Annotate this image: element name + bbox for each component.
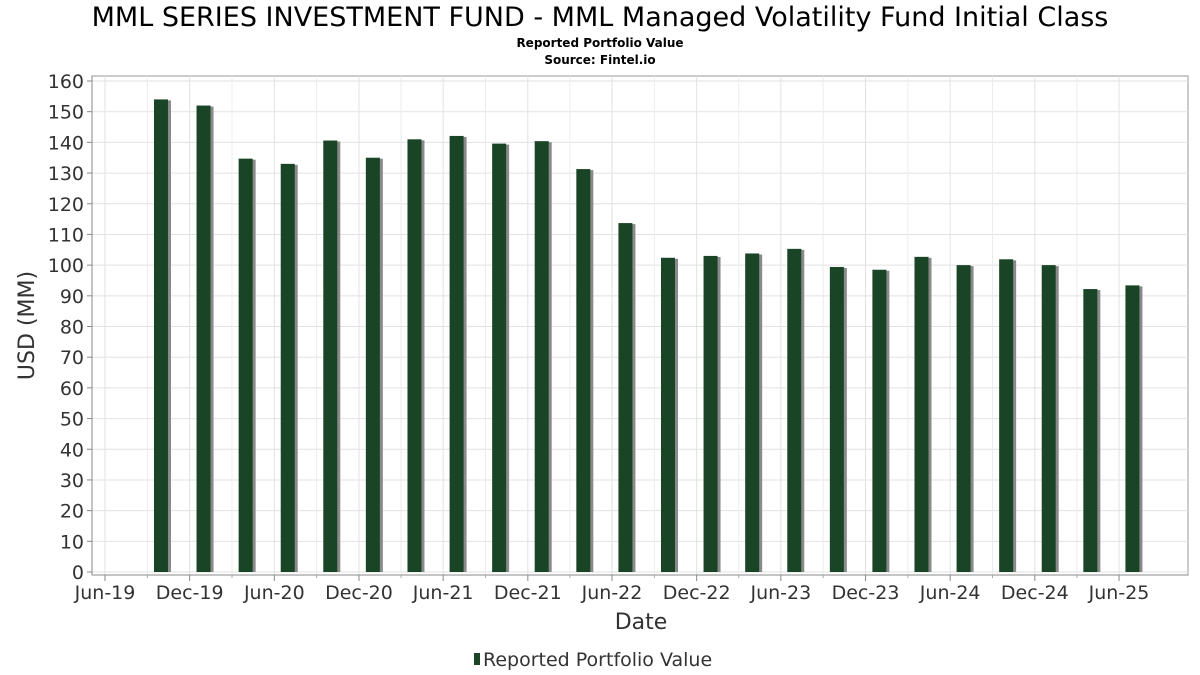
y-tick-label: 60	[60, 378, 84, 400]
x-tick-label: Dec-23	[832, 582, 900, 604]
bar	[1041, 265, 1059, 572]
bar-fill	[280, 163, 295, 572]
y-tick-label: 30	[60, 470, 84, 492]
bar	[238, 158, 256, 572]
x-tick-label: Dec-21	[494, 582, 562, 604]
bar-fill	[956, 265, 971, 572]
bar	[703, 255, 721, 572]
bar	[534, 141, 552, 572]
bar	[829, 266, 847, 572]
y-tick-label: 10	[60, 531, 84, 553]
bar-fill	[660, 257, 675, 572]
y-tick-label: 130	[48, 163, 84, 185]
y-tick-label: 150	[48, 102, 84, 124]
bar	[956, 265, 974, 572]
x-tick-label: Jun-24	[919, 582, 981, 604]
bar-fill	[1041, 265, 1056, 572]
x-axis-ticks: Jun-19 Dec-19 Jun-20 Dec-20 Jun-21 Dec-21 Jun-…	[74, 575, 1150, 604]
bar	[576, 169, 594, 572]
y-tick-label: 100	[48, 255, 84, 277]
x-tick-label: Jun-23	[749, 582, 811, 604]
bar-fill	[153, 99, 168, 572]
chart-title: MML SERIES INVESTMENT FUND - MML Managed…	[91, 2, 1109, 33]
bar-fill	[618, 223, 633, 572]
bar-fill	[829, 266, 844, 572]
bar	[745, 253, 763, 572]
bar	[407, 139, 425, 572]
x-tick-label: Jun-22	[581, 582, 643, 604]
bar-fill	[449, 135, 464, 573]
bar-fill	[238, 158, 253, 572]
y-tick-label: 20	[60, 501, 84, 523]
x-gridlines	[104, 76, 1120, 575]
bar-fill	[365, 157, 380, 572]
y-axis-title: USD (MM)	[15, 271, 40, 380]
x-tick-label: Jun-19	[74, 582, 136, 604]
x-tick-label: Dec-20	[325, 582, 393, 604]
chart-source: Source: Fintel.io	[544, 53, 656, 67]
y-tick-label: 140	[48, 132, 84, 154]
plot-area	[91, 75, 1189, 576]
y-axis-ticks: 0 10 20 30 40 50 60 70 80 90 100 110 120 130 140 150 160	[48, 71, 92, 584]
bar	[660, 257, 678, 572]
bar	[153, 99, 171, 572]
y-tick-label: 80	[60, 317, 84, 339]
y-tick-label: 160	[48, 71, 84, 93]
y-tick-label: 90	[60, 286, 84, 308]
bar-fill	[1125, 285, 1140, 572]
bar-fill	[914, 256, 929, 572]
bar	[323, 140, 341, 572]
legend-label: Reported Portfolio Value	[483, 649, 712, 671]
bar-fill	[1083, 289, 1098, 572]
bar-series	[153, 99, 1143, 573]
y-tick-label: 70	[60, 347, 84, 369]
bar-fill	[703, 255, 718, 572]
legend-swatch	[474, 653, 480, 665]
x-tick-label: Dec-24	[1001, 582, 1069, 604]
x-tick-label: Dec-19	[156, 582, 224, 604]
bar	[787, 248, 805, 572]
bar	[618, 223, 636, 572]
bar-fill	[407, 139, 422, 572]
y-tick-label: 120	[48, 194, 84, 216]
bar	[280, 163, 298, 572]
chart-subtitle: Reported Portfolio Value	[516, 36, 684, 50]
bar-fill	[999, 259, 1014, 572]
bar	[196, 105, 214, 573]
bar	[365, 157, 383, 572]
y-tick-label: 50	[60, 409, 84, 431]
x-tick-label: Dec-22	[663, 582, 731, 604]
x-tick-label: Jun-20	[243, 582, 305, 604]
bar	[872, 269, 890, 572]
bar-fill	[576, 169, 591, 572]
bar-fill	[534, 141, 549, 572]
x-axis-title: Date	[615, 610, 668, 635]
bar-fill	[323, 140, 338, 572]
y-tick-label: 110	[48, 224, 84, 246]
y-tick-label: 0	[72, 562, 84, 584]
legend: Reported Portfolio Value	[474, 649, 712, 671]
bar	[914, 256, 932, 572]
x-tick-label: Jun-25	[1088, 582, 1150, 604]
bar-fill	[492, 143, 507, 573]
bar	[492, 143, 510, 573]
bar	[1083, 289, 1101, 572]
bar-fill	[196, 105, 211, 573]
bar	[449, 135, 467, 573]
x-tick-label: Jun-21	[412, 582, 474, 604]
bar	[999, 259, 1017, 572]
bar-fill	[745, 253, 760, 572]
bar	[1125, 285, 1143, 572]
bar-fill	[787, 248, 802, 572]
y-tick-label: 40	[60, 439, 84, 461]
bar-fill	[872, 269, 887, 572]
